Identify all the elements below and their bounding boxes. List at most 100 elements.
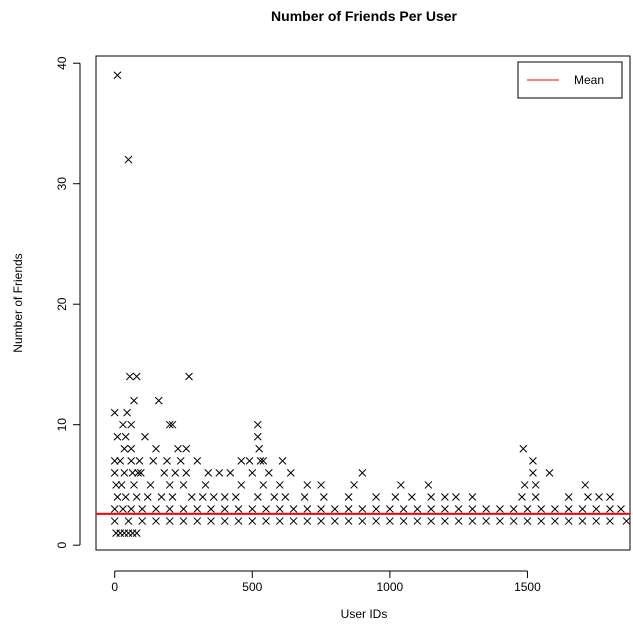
data-point <box>124 529 133 537</box>
data-point <box>255 444 264 453</box>
data-point <box>529 456 537 465</box>
data-point <box>253 493 262 501</box>
data-point <box>128 469 137 477</box>
data-point <box>551 505 559 513</box>
data-point <box>264 469 273 477</box>
data-point <box>160 469 169 477</box>
data-point <box>584 493 592 501</box>
data-point <box>124 517 133 525</box>
data-point <box>127 456 136 465</box>
data-point <box>358 469 367 477</box>
data-point <box>119 505 127 513</box>
data-point <box>275 505 284 513</box>
data-point <box>209 493 218 501</box>
data-point <box>149 456 158 465</box>
data-point <box>113 432 122 441</box>
data-point <box>330 505 339 513</box>
data-point <box>622 517 631 525</box>
data-point <box>245 456 254 465</box>
data-point <box>529 469 537 477</box>
data-point <box>152 517 160 525</box>
y-tick-label: 10 <box>55 418 69 432</box>
data-point <box>551 517 559 525</box>
data-point <box>358 505 367 513</box>
data-point <box>564 493 573 501</box>
data-point <box>116 456 125 465</box>
data-point <box>226 469 235 477</box>
data-point <box>157 493 166 501</box>
data-point <box>113 493 122 501</box>
data-point <box>182 444 191 453</box>
data-point <box>413 517 422 525</box>
data-point <box>372 517 380 525</box>
x-tick-label: 1000 <box>377 580 404 594</box>
data-point <box>207 505 215 513</box>
data-point <box>520 481 529 489</box>
data-point <box>176 456 185 465</box>
data-point <box>110 469 119 477</box>
data-point <box>427 517 435 525</box>
data-point <box>110 456 119 465</box>
data-point <box>592 505 601 513</box>
data-point <box>259 456 268 465</box>
data-point <box>564 505 573 513</box>
data-point <box>606 493 614 501</box>
data-point <box>606 505 614 513</box>
data-point <box>220 493 229 501</box>
data-point <box>289 517 298 525</box>
data-point <box>424 481 433 489</box>
data-point <box>237 456 246 465</box>
data-point <box>215 469 224 477</box>
data-point <box>408 493 416 501</box>
data-point <box>112 529 120 537</box>
data-point <box>441 517 449 525</box>
data-point <box>207 517 215 525</box>
data-point <box>248 469 257 477</box>
data-point <box>537 505 546 513</box>
data-point <box>454 517 463 525</box>
data-point <box>317 505 325 513</box>
plot-area: 0 500 1000 1500 0 10 20 30 40 Mean <box>55 55 631 594</box>
data-point <box>132 372 141 381</box>
data-point <box>372 493 380 501</box>
data-point <box>117 481 126 489</box>
data-point <box>220 505 229 513</box>
data-point <box>259 481 268 489</box>
data-point <box>270 493 279 501</box>
data-point <box>127 505 136 513</box>
data-point <box>317 481 325 489</box>
data-point <box>289 505 298 513</box>
data-point <box>165 505 174 513</box>
data-point <box>344 505 353 513</box>
data-point <box>606 517 614 525</box>
data-point <box>220 517 229 525</box>
data-point <box>168 420 177 429</box>
data-point <box>143 493 152 501</box>
data-point <box>179 481 188 489</box>
data-point <box>427 505 435 513</box>
data-point <box>141 432 149 441</box>
data-point <box>286 469 295 477</box>
data-point <box>319 493 328 501</box>
data-point <box>113 71 122 80</box>
data-point <box>130 396 138 405</box>
data-point <box>399 505 408 513</box>
data-point <box>154 396 163 405</box>
data-point <box>204 469 213 477</box>
data-point <box>399 517 408 525</box>
data-point <box>138 505 147 513</box>
data-point <box>454 505 463 513</box>
data-point <box>350 481 358 489</box>
data-point <box>110 517 119 525</box>
data-point <box>248 517 257 525</box>
data-point <box>120 469 129 477</box>
data-point <box>165 420 174 429</box>
data-point <box>119 420 127 429</box>
data-point <box>123 408 131 417</box>
data-point <box>138 517 147 525</box>
data-point <box>234 517 243 525</box>
data-point <box>523 517 532 525</box>
data-point <box>130 481 138 489</box>
data-point <box>482 505 491 513</box>
data-point <box>110 408 119 417</box>
